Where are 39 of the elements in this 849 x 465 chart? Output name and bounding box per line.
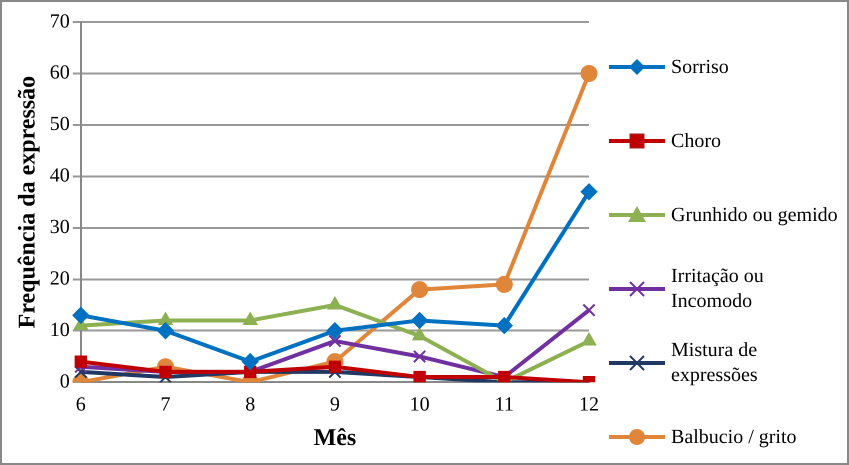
point: [74, 365, 88, 379]
x-tick-label: 6: [76, 393, 86, 416]
y-tick-label: 20: [50, 268, 70, 290]
point: [326, 322, 344, 340]
legend-label: Sorriso: [671, 54, 729, 80]
x-tick-label: 9: [330, 393, 340, 416]
y-tick-label: 30: [50, 216, 70, 238]
legend-label: Irritação ou Incomodo: [671, 264, 765, 314]
y-tick-label: 0: [60, 370, 70, 392]
point: [328, 360, 342, 373]
point: [580, 64, 598, 82]
x-tick-label: 10: [410, 393, 430, 416]
y-tick-label: 50: [50, 113, 70, 136]
point: [242, 353, 259, 370]
x-tick-label: 11: [494, 393, 514, 416]
x-tick-label: 8: [245, 393, 256, 416]
y-tick-label: 40: [50, 164, 70, 187]
x-tick-label: 12: [579, 393, 599, 416]
y-tick-label: 10: [50, 318, 70, 341]
y-tick-label: 70: [50, 10, 70, 32]
legend-label: Balbucio / grito: [671, 424, 797, 450]
point: [412, 350, 426, 364]
point: [328, 334, 342, 348]
y-tick-label: 60: [50, 62, 70, 84]
point: [582, 304, 596, 317]
x-tick-label: 7: [160, 393, 170, 416]
legend-label: Grunhido ou gemido: [671, 202, 838, 228]
point: [411, 281, 428, 298]
point: [580, 183, 598, 200]
x-axis-title: Mês: [314, 424, 356, 451]
legend-label: Choro: [671, 128, 721, 154]
point: [72, 306, 90, 324]
point: [157, 322, 174, 340]
point: [74, 355, 87, 368]
y-axis-title: Frequência da expressão: [14, 76, 41, 328]
legend-label: Mistura de expressões: [671, 338, 759, 388]
point: [411, 312, 428, 329]
point: [496, 276, 513, 293]
point: [496, 317, 513, 334]
